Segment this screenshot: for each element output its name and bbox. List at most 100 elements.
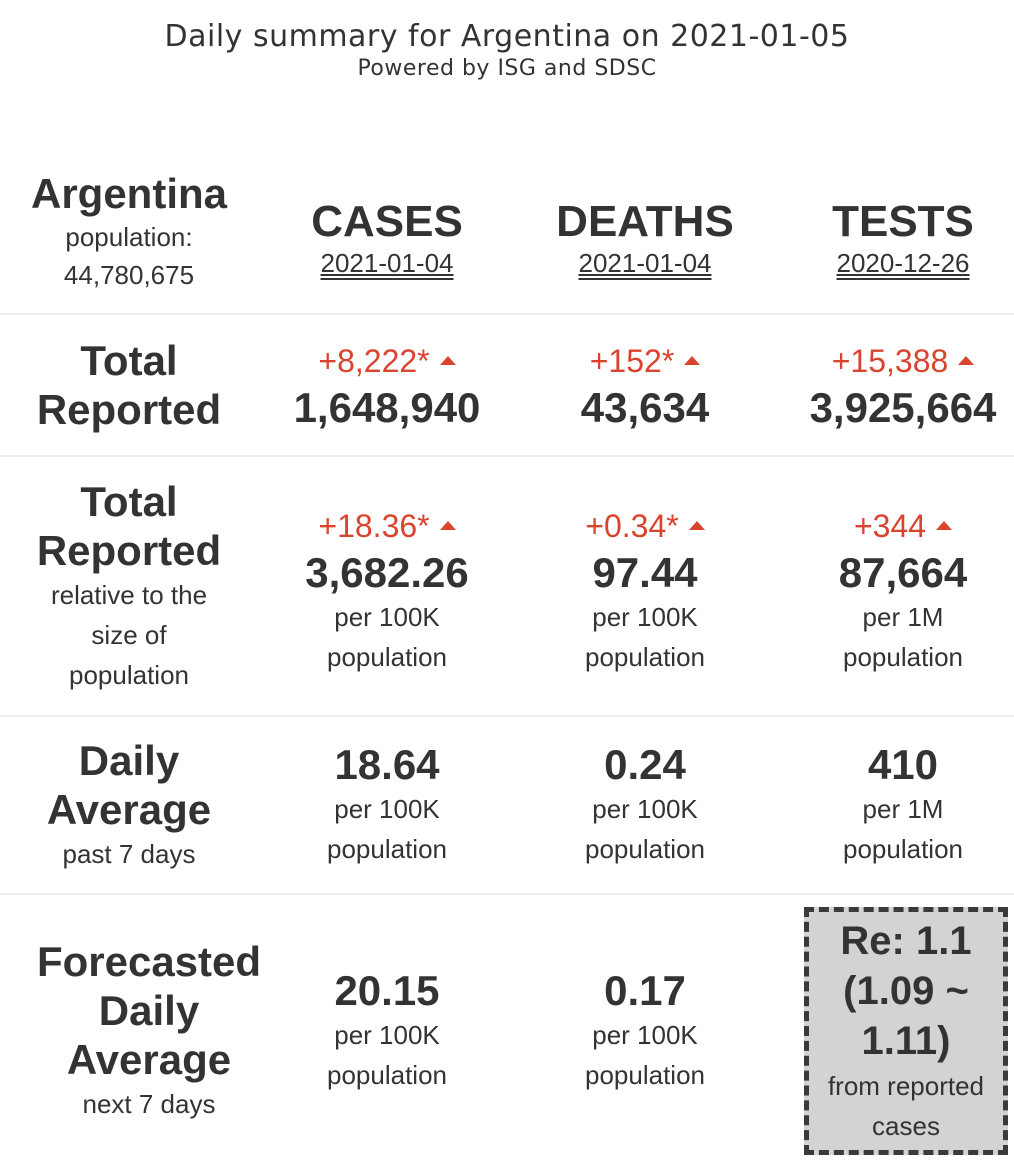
unit-label: per 100K <box>592 602 698 632</box>
row-label-line: Forecasted <box>36 938 262 985</box>
unit-label: population <box>585 642 705 672</box>
row-label-note: size of <box>91 620 167 650</box>
row-label-note: past 7 days <box>62 839 196 869</box>
unit-label: per 1M <box>862 794 944 824</box>
re-range: (1.09 ~ <box>843 968 969 1013</box>
population-value: 44,780,675 <box>63 260 195 290</box>
unit-label: population <box>585 834 705 864</box>
relative-cases-cell: +18.36* 3,682.26 per 100K population <box>258 457 516 715</box>
cases-relative-delta: +18.36* <box>318 503 456 549</box>
unit-label: population <box>843 642 963 672</box>
row-label-line: Total <box>80 478 178 525</box>
row-label-line: Reported <box>36 527 222 574</box>
unit-label: population <box>843 834 963 864</box>
tests-delta-value: +15,388 <box>831 343 949 379</box>
page-header: Daily summary for Argentina on 2021-01-0… <box>0 18 1014 82</box>
daily-deaths-cell: 0.24 per 100K population <box>516 717 774 893</box>
deaths-relative-delta-value: +0.34* <box>585 508 679 544</box>
population-label: population: <box>65 222 193 252</box>
row-label-line: Average <box>46 786 212 833</box>
cases-delta-value: +8,222* <box>318 343 430 379</box>
row-label-note: relative to the <box>50 580 208 610</box>
increase-triangle-icon <box>936 521 953 531</box>
deaths-delta-value: +152* <box>589 343 675 379</box>
tests-total: 3,925,664 <box>809 384 997 431</box>
cases-delta: +8,222* <box>318 338 456 384</box>
unit-label: population <box>327 642 447 672</box>
column-header-row: Argentina population: 44,780,675 CASES 2… <box>0 152 1014 312</box>
cases-relative-delta-value: +18.36* <box>318 508 430 544</box>
tests-delta: +15,388 <box>832 338 975 384</box>
tests-relative-value: 87,664 <box>838 549 968 596</box>
deaths-relative-value: 97.44 <box>592 549 698 596</box>
unit-label: per 100K <box>592 1019 698 1050</box>
row-label-line: Total <box>80 337 178 384</box>
re-range-end: 1.11) <box>861 1018 951 1063</box>
page-subtitle: Powered by ISG and SDSC <box>357 56 657 81</box>
relative-label: Total Reported relative to the size of p… <box>0 457 258 715</box>
forecast-row: Forecasted Daily Average next 7 days 20.… <box>0 893 1014 1166</box>
unit-label: population <box>585 1059 705 1090</box>
tests-date-link[interactable]: 2020-12-26 <box>836 248 970 278</box>
tests-relative-delta: +344 <box>853 503 953 549</box>
re-value: Re: 1.1 <box>840 918 972 963</box>
total-cases-cell: +8,222* 1,648,940 <box>258 315 516 455</box>
relative-deaths-cell: +0.34* 97.44 per 100K population <box>516 457 774 715</box>
deaths-relative-delta: +0.34* <box>585 503 705 549</box>
unit-label: per 100K <box>334 1019 440 1050</box>
total-reported-row: Total Reported +8,222* 1,648,940 +152* 4… <box>0 313 1014 455</box>
total-reported-label: Total Reported <box>0 315 258 455</box>
unit-label: per 100K <box>334 602 440 632</box>
increase-triangle-icon <box>688 521 705 531</box>
daily-tests-cell: 410 per 1M population <box>774 717 1014 893</box>
increase-triangle-icon <box>684 356 701 366</box>
relative-tests-cell: +344 87,664 per 1M population <box>774 457 1014 715</box>
tests-heading: TESTS <box>832 197 974 246</box>
tests-relative-delta-value: +344 <box>853 508 927 544</box>
cases-daily-value: 18.64 <box>334 741 440 788</box>
deaths-column-header: DEATHS 2021-01-04 <box>516 152 774 312</box>
cases-date-link[interactable]: 2021-01-04 <box>320 248 454 278</box>
forecast-cases-cell: 20.15 per 100K population <box>258 895 516 1166</box>
re-note: from reported <box>827 1070 985 1101</box>
re-estimate-box: Re: 1.1 (1.09 ~ 1.11) from reported case… <box>804 906 1008 1155</box>
daily-average-label: Daily Average past 7 days <box>0 717 258 893</box>
deaths-forecast-value: 0.17 <box>604 966 686 1014</box>
deaths-date-link[interactable]: 2021-01-04 <box>578 248 712 278</box>
re-note: cases <box>872 1110 940 1141</box>
country-name: Argentina <box>30 170 227 217</box>
row-label-line: Daily <box>98 987 200 1034</box>
row-label-note: next 7 days <box>82 1089 216 1119</box>
row-label-line: Average <box>66 1036 232 1083</box>
daily-average-row: Daily Average past 7 days 18.64 per 100K… <box>0 715 1014 893</box>
forecast-deaths-cell: 0.17 per 100K population <box>516 895 774 1166</box>
row-label-line: Daily <box>78 737 180 784</box>
increase-triangle-icon <box>958 356 975 366</box>
cases-column-header: CASES 2021-01-04 <box>258 152 516 312</box>
deaths-heading: DEATHS <box>556 197 734 246</box>
deaths-delta: +152* <box>590 338 701 384</box>
total-tests-cell: +15,388 3,925,664 <box>774 315 1014 455</box>
tests-daily-value: 410 <box>867 741 939 788</box>
page-title: Daily summary for Argentina on 2021-01-0… <box>164 19 850 54</box>
unit-label: population <box>327 834 447 864</box>
row-label-line: Reported <box>36 386 222 433</box>
unit-label: per 100K <box>592 794 698 824</box>
cases-relative-value: 3,682.26 <box>305 549 469 596</box>
cases-forecast-value: 20.15 <box>334 966 440 1014</box>
total-deaths-cell: +152* 43,634 <box>516 315 774 455</box>
deaths-daily-value: 0.24 <box>604 741 686 788</box>
re-cell: Re: 1.1 (1.09 ~ 1.11) from reported case… <box>774 895 1014 1166</box>
unit-label: per 1M <box>862 602 944 632</box>
cases-heading: CASES <box>311 197 463 246</box>
unit-label: per 100K <box>334 794 440 824</box>
relative-row: Total Reported relative to the size of p… <box>0 455 1014 715</box>
deaths-total: 43,634 <box>580 384 710 431</box>
row-label-note: population <box>69 660 189 690</box>
unit-label: population <box>327 1059 447 1090</box>
country-cell: Argentina population: 44,780,675 <box>0 152 258 312</box>
tests-column-header: TESTS 2020-12-26 <box>774 152 1014 312</box>
daily-cases-cell: 18.64 per 100K population <box>258 717 516 893</box>
increase-triangle-icon <box>439 521 456 531</box>
increase-triangle-icon <box>439 356 456 366</box>
